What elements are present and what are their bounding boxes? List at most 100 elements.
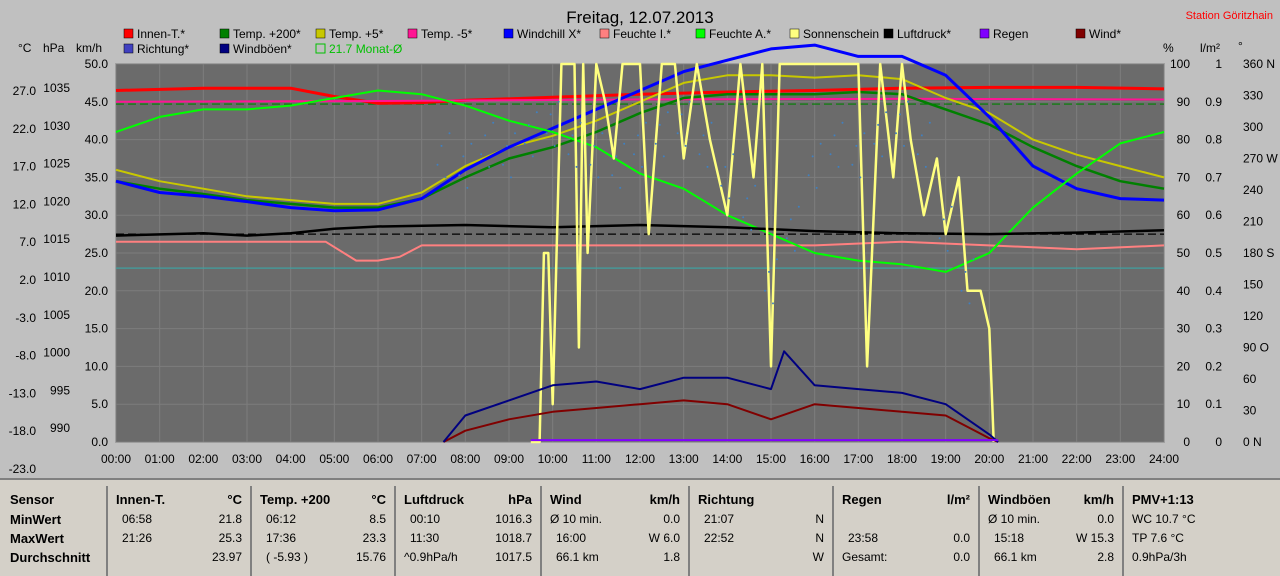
unit-hpa: hPa (43, 41, 65, 55)
y-tick-label: 0.8 (1205, 133, 1222, 147)
x-tick-label: 21:00 (1018, 452, 1048, 466)
legend-swatch (219, 28, 230, 39)
direction-point (448, 132, 451, 135)
lbl-minwert: MinWert (10, 512, 62, 527)
x-tick-label: 06:00 (363, 452, 393, 466)
x-tick-label: 14:00 (712, 452, 742, 466)
max-time: 16:00 (556, 531, 587, 545)
legend-label: Wind* (1089, 27, 1121, 41)
x-tick-label: 11:00 (582, 452, 611, 466)
direction-point (698, 153, 701, 156)
direction-point (972, 258, 975, 261)
direction-point (619, 186, 622, 189)
max-time: 11:30 (410, 531, 440, 545)
legend-swatch (503, 28, 514, 39)
direction-point (855, 144, 858, 147)
direction-point (658, 123, 661, 126)
series-line (115, 74, 1165, 205)
x-tick-label: 16:00 (800, 452, 830, 466)
max-value: W 6.0 (648, 531, 680, 545)
x-tick-label: 17:00 (843, 452, 873, 466)
x-tick-label: 12:00 (625, 452, 655, 466)
col-wind: Wind km/h Ø 10 min. 0.0 16:00 W 6.0 66.1 k… (542, 486, 690, 576)
legend-label: Temp. +200* (233, 27, 301, 41)
direction-point (676, 132, 679, 135)
direction-point (728, 197, 731, 200)
legend-swatch (695, 28, 706, 39)
direction-point (924, 165, 927, 168)
direction-point (601, 132, 604, 135)
direction-point (645, 121, 647, 124)
legend-swatch (883, 28, 894, 39)
y-tick-label: -8.0 (15, 349, 36, 363)
y-tick-label: 70 (1177, 170, 1191, 184)
direction-point (873, 142, 876, 145)
direction-point (633, 153, 635, 156)
avg-value: 1017.5 (495, 550, 532, 564)
direction-point (535, 111, 538, 114)
direction-point (764, 289, 766, 292)
min-value: 0.0 (1097, 512, 1114, 526)
max-value: N (815, 531, 824, 545)
direction-point (833, 134, 836, 137)
legend-label: Feuchte I.* (613, 27, 671, 41)
y-tick-label: 40.0 (85, 133, 109, 147)
y-tick-label: 990 (50, 421, 70, 435)
direction-point (531, 155, 534, 158)
direction-point (916, 153, 919, 156)
legend-swatch (789, 28, 800, 39)
direction-point (720, 184, 723, 187)
x-tick-label: 02:00 (188, 452, 218, 466)
col-unit: hPa (508, 492, 532, 507)
direction-point (960, 289, 963, 292)
max-value: 23.3 (362, 531, 386, 545)
y-tick-label: 12.0 (13, 197, 37, 211)
x-tick-label: 00:00 (101, 452, 131, 466)
col-richtung: Richtung 21:07 N 22:52 N W (690, 486, 834, 576)
series-line (442, 350, 999, 443)
direction-point (662, 155, 665, 158)
col-unit: km/h (1083, 492, 1114, 507)
y-tick-label: 360 N (1243, 57, 1275, 71)
series-line (116, 240, 1165, 262)
direction-point (593, 144, 596, 147)
direction-point (654, 142, 657, 145)
y-tick-label: 0 (1215, 435, 1222, 449)
avg-label: ( -5.93 ) (266, 550, 309, 564)
unit-kmh: km/h (76, 41, 102, 55)
avg-value: 15.76 (355, 550, 386, 564)
direction-point (815, 186, 818, 189)
min-time: Ø 10 min. (988, 512, 1041, 526)
y-tick-label: -13.0 (9, 386, 37, 400)
direction-point (688, 100, 691, 103)
direction-point (863, 132, 866, 135)
direction-point (523, 142, 526, 145)
direction-point (950, 205, 953, 208)
direction-point (575, 165, 578, 168)
y-tick-label: 20 (1177, 359, 1191, 373)
min-time: 21:07 (704, 512, 735, 526)
direction-point (637, 134, 639, 137)
min-value: 1016.3 (495, 512, 532, 526)
direction-point (615, 155, 618, 158)
direction-point (589, 163, 592, 166)
direction-point (881, 155, 884, 158)
direction-point (702, 134, 705, 137)
direction-point (928, 121, 931, 124)
min-value: 8.5 (369, 512, 386, 526)
direction-point (807, 174, 810, 177)
y-tick-label: 1030 (43, 119, 70, 133)
series-lines (115, 43, 1165, 444)
col-innen-t: Innen-T. °C 06:58 21.8 21:26 25.3 23.97 (108, 486, 252, 576)
lbl-maxwert: MaxWert (10, 531, 64, 546)
min-time: 00:10 (410, 512, 441, 526)
avg-value: 23.97 (211, 550, 242, 564)
y-tick-label: -23.0 (9, 462, 37, 476)
avg-label: 66.1 km (556, 550, 599, 564)
y-tick-label: 25.0 (85, 246, 109, 260)
min-value: N (815, 512, 824, 526)
col-pmv: PMV+1:13 WC 10.7 °C TP 7.6 °C 0.9hPa/3h (1124, 486, 1280, 576)
col-title: Windböen (988, 492, 1051, 507)
series-line (115, 43, 1165, 213)
